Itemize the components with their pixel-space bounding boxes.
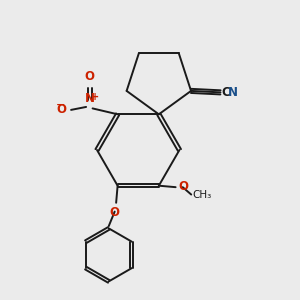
Text: +: +: [91, 92, 99, 102]
Text: −: −: [56, 100, 65, 110]
Text: N: N: [228, 86, 238, 99]
Text: O: O: [57, 103, 67, 116]
Text: O: O: [85, 70, 94, 83]
Text: CH₃: CH₃: [192, 190, 212, 200]
Text: C: C: [222, 86, 230, 99]
Text: N: N: [85, 92, 94, 106]
Text: O: O: [178, 180, 188, 193]
Text: O: O: [110, 206, 120, 219]
